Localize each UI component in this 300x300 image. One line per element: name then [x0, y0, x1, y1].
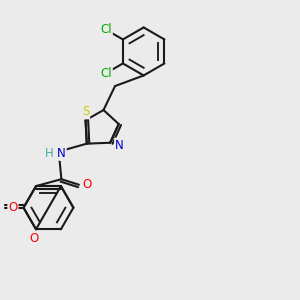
Text: O: O [29, 232, 38, 245]
Text: N: N [115, 139, 124, 152]
Text: H: H [44, 147, 53, 160]
Text: Cl: Cl [100, 67, 112, 80]
Text: O: O [82, 178, 92, 191]
Text: Cl: Cl [100, 23, 112, 36]
Text: O: O [8, 201, 17, 214]
Text: S: S [82, 105, 89, 119]
Text: N: N [57, 147, 66, 160]
